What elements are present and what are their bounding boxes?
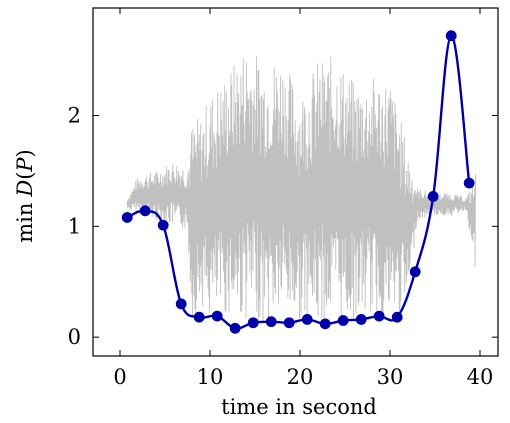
main-series-point bbox=[427, 191, 439, 202]
y-axis-label: min D(P) bbox=[13, 149, 37, 243]
main-series-point bbox=[301, 314, 313, 325]
x-tick-label: 0 bbox=[113, 365, 126, 389]
main-series-point bbox=[247, 317, 259, 329]
main-series-point bbox=[319, 318, 331, 330]
tick-layer: 0 10 20 30 40 0 1 2 bbox=[68, 8, 498, 389]
x-tick-label: 20 bbox=[287, 365, 314, 389]
x-tick-label: 30 bbox=[377, 365, 404, 389]
main-series-point bbox=[157, 219, 169, 231]
background-signal-line bbox=[126, 56, 476, 325]
main-series-point bbox=[193, 311, 205, 323]
main-series-point bbox=[175, 298, 187, 310]
main-series-point bbox=[121, 212, 133, 223]
main-series-point bbox=[409, 266, 421, 278]
plot-frame bbox=[92, 7, 499, 357]
main-series-point bbox=[463, 177, 475, 189]
main-series-point bbox=[355, 314, 367, 325]
y-tick-label: 2 bbox=[68, 104, 81, 128]
main-series-layer bbox=[121, 30, 475, 334]
background-signal-layer bbox=[126, 56, 476, 325]
main-series-point bbox=[265, 316, 277, 328]
main-series-point bbox=[139, 205, 151, 217]
y-tick-label: 1 bbox=[68, 214, 81, 238]
main-series-point bbox=[211, 310, 223, 322]
x-tick-label: 40 bbox=[467, 365, 494, 389]
x-tick-label: 10 bbox=[197, 365, 224, 389]
y-axis-label-close-paren: ) bbox=[13, 149, 37, 157]
y-axis-label-fn: D bbox=[13, 180, 37, 198]
x-axis-label: time in second bbox=[221, 395, 377, 419]
main-series-point bbox=[445, 30, 457, 42]
y-axis-label-prefix: min bbox=[13, 203, 37, 243]
main-series-point bbox=[229, 322, 241, 334]
main-series-point bbox=[283, 317, 295, 329]
y-axis-label-open-paren: ( bbox=[13, 172, 37, 180]
main-series-point bbox=[373, 310, 385, 322]
y-axis-label-arg: P bbox=[13, 157, 37, 173]
main-series-point bbox=[391, 311, 403, 323]
main-series-point bbox=[337, 315, 349, 326]
y-tick-label: 0 bbox=[68, 325, 81, 349]
